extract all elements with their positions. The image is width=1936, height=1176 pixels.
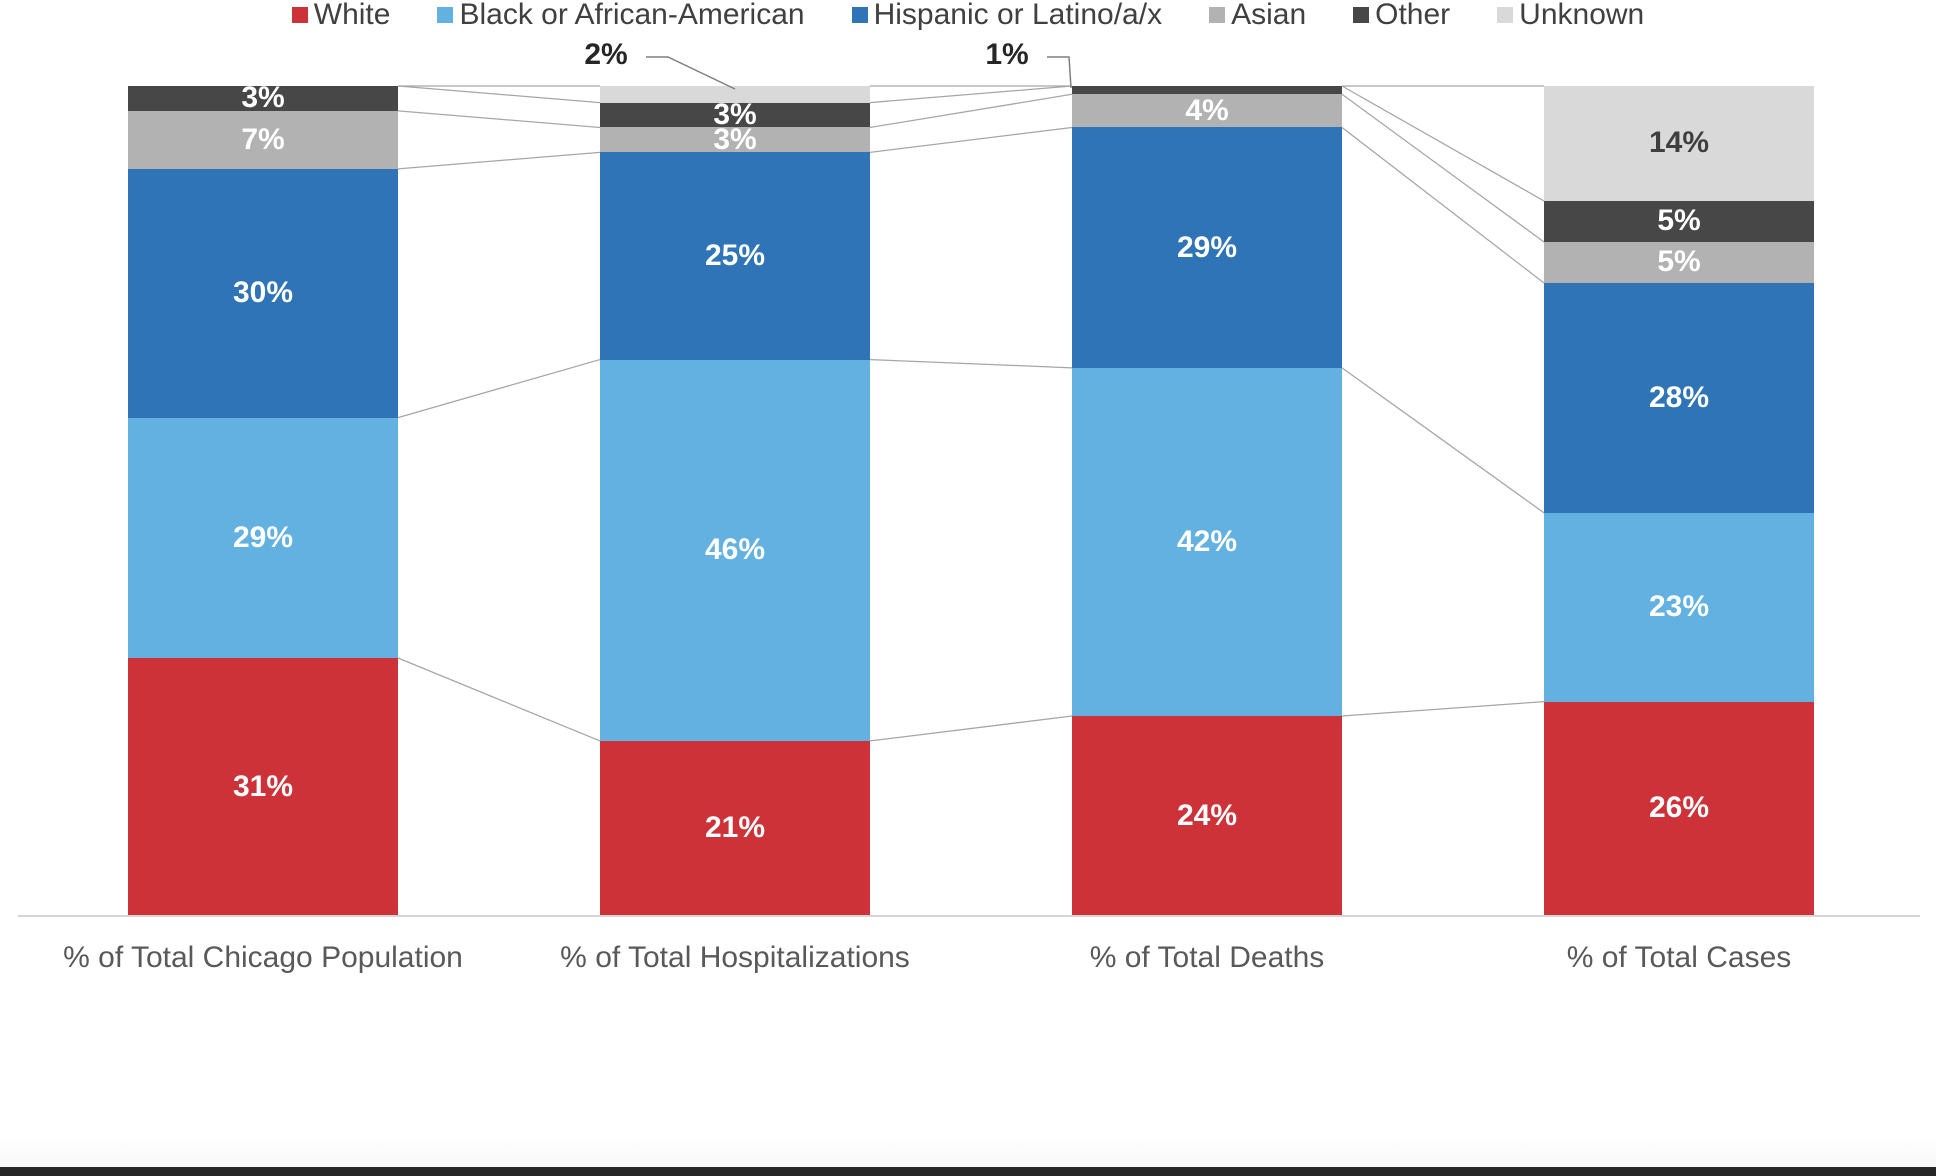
- legend-label: White: [313, 0, 391, 31]
- footer-strip: [0, 1139, 1936, 1167]
- segment-label: 24%: [1176, 798, 1238, 832]
- segment-label: 4%: [1185, 93, 1229, 127]
- legend-item-unknown: Unknown: [1497, 0, 1644, 30]
- legend-item-hispanic-or-latino-a-x: Hispanic or Latino/a/x: [851, 0, 1163, 31]
- segment-label: 21%: [704, 810, 766, 844]
- segment-label: 25%: [704, 238, 766, 272]
- segment-label: 3%: [241, 81, 285, 115]
- bar-segment: [1072, 86, 1342, 95]
- bar-segment: [1072, 94, 1342, 128]
- bar-segment: [1544, 701, 1814, 915]
- bar-segment: [600, 102, 870, 128]
- bar-segment: [128, 658, 398, 915]
- legend-item-asian: Asian: [1209, 0, 1306, 30]
- segment-label: 5%: [1657, 204, 1701, 238]
- bar-segment: [128, 168, 398, 418]
- legend-swatch-icon: [291, 7, 308, 23]
- x-axis-category-label: % of Total Hospitalizations: [560, 941, 910, 974]
- bar-segment: [128, 417, 398, 658]
- segment-label: 26%: [1648, 791, 1710, 825]
- legend-swatch-icon: [1497, 7, 1514, 23]
- segment-label: 23%: [1648, 590, 1710, 624]
- x-axis-category-label: % of Total Chicago Population: [63, 941, 463, 974]
- bar-segment: [1544, 86, 1814, 201]
- legend-label: Asian: [1231, 0, 1307, 31]
- legend-swatch-icon: [851, 7, 868, 23]
- segment-label: 3%: [713, 98, 757, 131]
- bar-segment: [600, 740, 870, 915]
- legend-swatch-icon: [1353, 7, 1370, 23]
- legend-item-black-or-african-american: Black or African-American: [437, 0, 805, 31]
- legend-label: Unknown: [1519, 0, 1645, 31]
- bar-segment: [128, 110, 398, 169]
- x-axis-category-label: % of Total Deaths: [1089, 941, 1325, 974]
- legend-swatch-icon: [437, 7, 454, 23]
- bar-segment: [1544, 241, 1814, 283]
- bar-segment: [1544, 200, 1814, 242]
- segment-label: 29%: [232, 520, 294, 554]
- legend-item-white: White: [291, 0, 391, 31]
- segment-label: 5%: [1657, 245, 1701, 279]
- segment-label: 46%: [704, 533, 766, 567]
- legend-item-other: Other: [1353, 0, 1450, 30]
- x-axis-category-label: % of Total Cases: [1566, 941, 1792, 974]
- bar-segment: [1544, 282, 1814, 513]
- legend-label: Hispanic or Latino/a/x: [873, 0, 1163, 31]
- bar-segment: [600, 152, 870, 360]
- callout-label: 1%: [985, 38, 1029, 71]
- legend-label: Other: [1375, 0, 1451, 31]
- segment-label: 29%: [1176, 230, 1238, 264]
- bar-segment: [1072, 367, 1342, 717]
- x-axis-line: [18, 915, 1920, 917]
- legend: White Black or African-American Hispanic o…: [0, 0, 1936, 30]
- bar-segment: [128, 86, 398, 111]
- segment-label: 30%: [232, 276, 294, 310]
- legend-label: Black or African-American: [459, 0, 805, 31]
- taskbar-edge: [0, 1167, 1936, 1176]
- segment-label: 3%: [713, 122, 757, 156]
- bar-segment: [1544, 512, 1814, 702]
- bar-segment: [600, 127, 870, 153]
- segment-label: 14%: [1648, 126, 1710, 160]
- segment-label: 42%: [1176, 524, 1238, 558]
- bar-segment: [600, 359, 870, 741]
- bar-segment: [1072, 716, 1342, 915]
- callout-label: 2%: [584, 38, 628, 71]
- legend-swatch-icon: [1209, 7, 1226, 23]
- segment-label: 31%: [232, 769, 294, 803]
- bar-segment: [600, 86, 870, 103]
- segment-label: 7%: [241, 122, 285, 156]
- segment-label: 28%: [1648, 380, 1710, 414]
- bar-segment: [1072, 127, 1342, 368]
